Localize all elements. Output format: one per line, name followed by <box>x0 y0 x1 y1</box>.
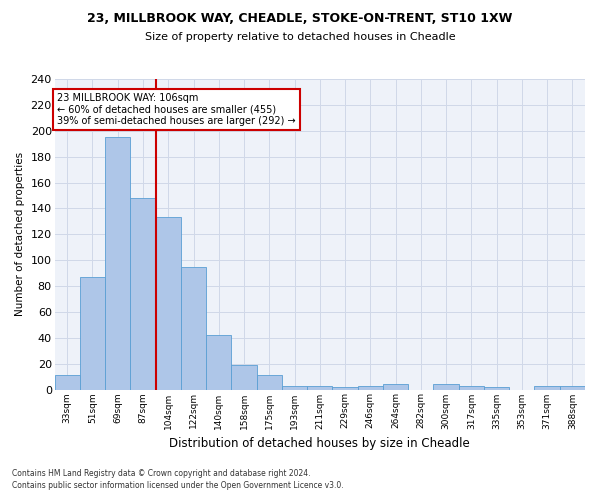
Text: Contains HM Land Registry data © Crown copyright and database right 2024.: Contains HM Land Registry data © Crown c… <box>12 468 311 477</box>
Bar <box>560 386 585 390</box>
Bar <box>181 266 206 390</box>
Bar <box>105 137 130 390</box>
Bar <box>55 376 80 390</box>
Bar <box>459 386 484 390</box>
Text: 23 MILLBROOK WAY: 106sqm
← 60% of detached houses are smaller (455)
39% of semi-: 23 MILLBROOK WAY: 106sqm ← 60% of detach… <box>57 93 296 126</box>
X-axis label: Distribution of detached houses by size in Cheadle: Distribution of detached houses by size … <box>169 437 470 450</box>
Text: 23, MILLBROOK WAY, CHEADLE, STOKE-ON-TRENT, ST10 1XW: 23, MILLBROOK WAY, CHEADLE, STOKE-ON-TRE… <box>88 12 512 26</box>
Text: Contains public sector information licensed under the Open Government Licence v3: Contains public sector information licen… <box>12 481 344 490</box>
Bar <box>282 386 307 390</box>
Bar <box>257 376 282 390</box>
Bar <box>155 218 181 390</box>
Bar <box>332 387 358 390</box>
Bar <box>358 386 383 390</box>
Bar <box>307 386 332 390</box>
Bar <box>232 365 257 390</box>
Bar <box>206 335 232 390</box>
Bar <box>433 384 459 390</box>
Bar <box>484 387 509 390</box>
Bar <box>535 386 560 390</box>
Bar <box>130 198 155 390</box>
Y-axis label: Number of detached properties: Number of detached properties <box>15 152 25 316</box>
Bar <box>80 277 105 390</box>
Bar <box>383 384 408 390</box>
Text: Size of property relative to detached houses in Cheadle: Size of property relative to detached ho… <box>145 32 455 42</box>
